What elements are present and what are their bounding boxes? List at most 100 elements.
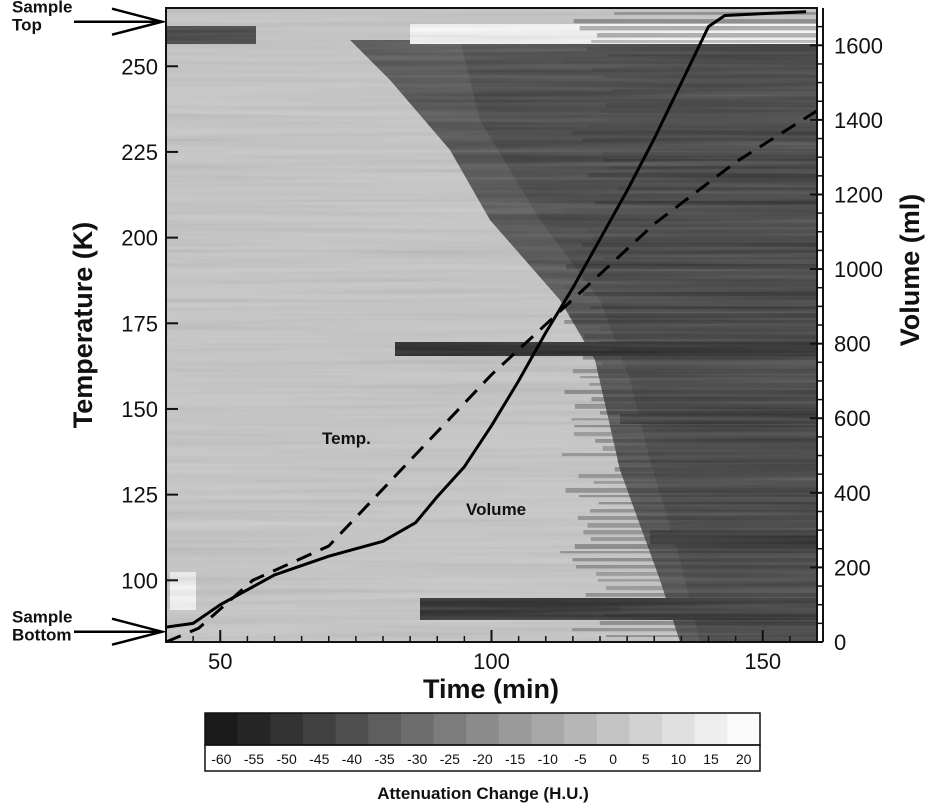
y-left-tick-label: 200 <box>121 226 158 251</box>
colorbar-swatch <box>433 713 467 745</box>
marker-label: Sample <box>12 0 72 17</box>
colorbar-swatch <box>302 713 337 745</box>
heatmap-stripe <box>583 292 817 296</box>
heatmap-stripe <box>574 404 817 409</box>
marker-label: Bottom <box>12 626 71 645</box>
heatmap-stripe <box>591 397 817 402</box>
heatmap-stripe <box>591 40 817 43</box>
y-right-tick-label: 0 <box>834 630 846 655</box>
heatmap-stripe <box>565 488 817 493</box>
heatmap-stripe <box>561 453 817 457</box>
colorbar-swatch <box>629 713 663 745</box>
colorbar-tick-label: -45 <box>309 751 329 767</box>
heatmap-stripe <box>600 194 817 198</box>
heatmap-stripe <box>580 376 817 379</box>
y-right-tick-label: 1600 <box>834 33 883 58</box>
heatmap-stripe <box>564 390 817 395</box>
heatmap-stripe <box>565 208 817 213</box>
colorbar: -60 -55 -50 -45 -40 -35 -30 -25 -20 -15 -10 -5 0 5 10 1… <box>204 712 761 772</box>
heatmap-stripe <box>603 152 817 157</box>
heatmap-stripe <box>588 124 817 129</box>
heatmap-stripe <box>600 110 817 113</box>
x-tick-label: 150 <box>744 649 781 674</box>
heatmap-stripe <box>593 236 817 241</box>
heatmap-stripe <box>606 586 817 591</box>
heatmap-stripe <box>602 446 817 451</box>
heatmap-stripe <box>590 306 817 309</box>
heatmap-stripe <box>595 439 817 443</box>
y-left-tick-label: 225 <box>121 140 158 165</box>
y-left-tick-label: 100 <box>121 568 158 593</box>
heatmap-stripe <box>605 103 817 108</box>
colorbar-swatch <box>368 713 402 745</box>
heatmap-stripe <box>590 509 817 513</box>
y-right-tick-label: 1200 <box>834 182 883 207</box>
colorbar-swatch <box>564 713 598 745</box>
colorbar-tick-label: 15 <box>703 751 719 767</box>
heatmap-stripe <box>603 299 817 303</box>
colorbar-tick-label: -55 <box>244 751 264 767</box>
colorbar-swatch <box>531 713 565 745</box>
heatmap-stripe <box>597 33 817 38</box>
heatmap-stripe <box>604 75 817 79</box>
heatmap-stripe <box>583 530 817 535</box>
heatmap-stripe <box>600 327 817 332</box>
colorbar-tick-label: -25 <box>440 751 460 767</box>
colorbar-title: Attenuation Change (H.U.) <box>377 784 589 803</box>
heatmap-stripe <box>606 635 817 638</box>
heatmap-stripe <box>576 250 817 253</box>
colorbar-tick-label: -35 <box>374 751 394 767</box>
heatmap-stripe <box>571 418 817 421</box>
heatmap-stripe <box>574 432 817 437</box>
y-right-tick-label: 1400 <box>834 108 883 133</box>
heatmap-stripe <box>598 341 817 345</box>
colorbar-tick-label: -60 <box>211 751 231 767</box>
heatmap-stripe <box>572 558 817 562</box>
x-tick-label: 50 <box>208 649 232 674</box>
colorbar-swatch <box>498 713 532 745</box>
colorbar-tick-label: 20 <box>736 751 752 767</box>
colorbar-tick-label: 0 <box>609 751 617 767</box>
colorbar-swatch <box>466 713 500 745</box>
y-left-tick-label: 150 <box>121 397 158 422</box>
colorbar-tick-box <box>204 744 761 772</box>
y-right-tick-label: 400 <box>834 481 871 506</box>
y-right-tick-label: 800 <box>834 332 871 357</box>
heatmap-stripe <box>606 117 817 122</box>
heatmap-stripe <box>593 481 817 484</box>
heatmap-stripe <box>610 271 817 276</box>
heatmap-stripe <box>599 621 817 625</box>
heatmap-stripe <box>614 12 817 15</box>
heatmap-stripe <box>589 383 817 386</box>
heatmap-stripe <box>603 257 817 260</box>
x-axis-title: Time (min) <box>423 674 559 704</box>
heatmap-stripe <box>586 47 817 51</box>
y-left-tick-label: 250 <box>121 54 158 79</box>
y-left-tick-label: 175 <box>121 311 158 336</box>
series-layer <box>166 10 817 642</box>
x-axis: 50 100 150 <box>192 630 791 674</box>
heatmap-stripe <box>572 131 817 135</box>
y-axis-left-title: Temperature (K) <box>68 222 98 429</box>
marker-arrow-head <box>111 7 167 36</box>
colorbar-swatch <box>270 713 304 745</box>
y-right-tick-label: 200 <box>834 555 871 580</box>
heatmap-stripe <box>562 82 817 85</box>
heatmap-stripe <box>609 166 817 170</box>
heatmap-stripe <box>614 467 817 472</box>
heatmap-plot-area <box>166 8 817 642</box>
heatmap-stripe <box>574 544 817 549</box>
heatmap-stripe <box>599 411 817 415</box>
heatmap-stripe <box>603 614 817 617</box>
heatmap-stripe <box>582 243 817 247</box>
heatmap-stripe <box>617 460 817 463</box>
heatmap-stripe <box>597 215 817 218</box>
heatmap-stripe <box>587 523 817 528</box>
heatmap-stripe <box>584 145 817 148</box>
colorbar-swatch <box>335 713 369 745</box>
heatmap-stripe <box>573 19 817 24</box>
heatmap-stripe <box>581 278 817 281</box>
heatmap-stripe <box>608 54 817 57</box>
